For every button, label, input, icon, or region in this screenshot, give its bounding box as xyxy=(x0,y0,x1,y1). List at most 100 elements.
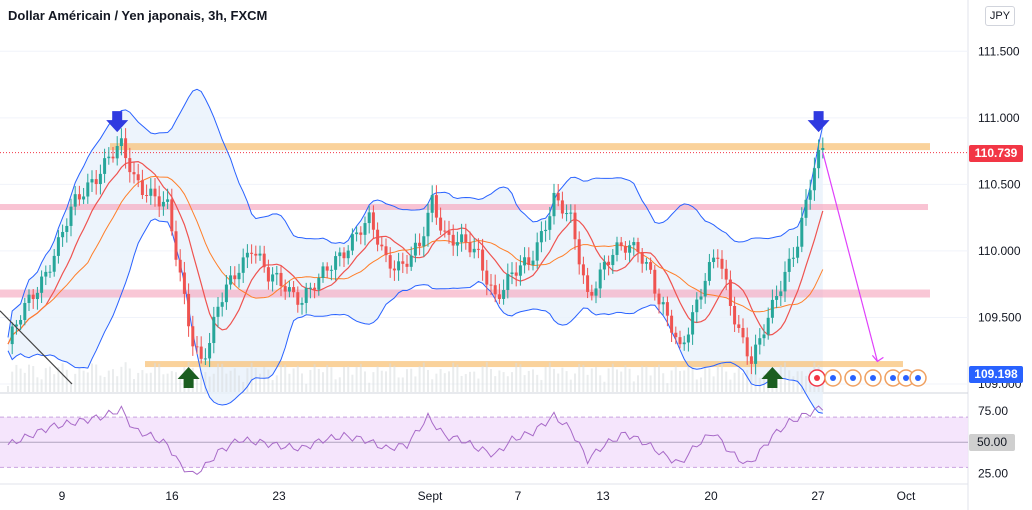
volume-bar xyxy=(250,362,253,392)
volume-bar xyxy=(637,375,639,392)
candle-body xyxy=(565,213,569,215)
currency-button[interactable]: JPY xyxy=(985,6,1015,26)
candle-body xyxy=(796,246,800,258)
candle-body xyxy=(590,291,594,296)
candle-body xyxy=(178,259,182,273)
candle-body xyxy=(661,302,665,305)
lower-mid-zone xyxy=(0,289,930,298)
candle-body xyxy=(14,324,18,327)
volume-bar xyxy=(704,367,707,392)
volume-bar xyxy=(351,374,354,392)
bollinger-upper xyxy=(7,88,824,338)
rsi-midline-tag: 50.00 xyxy=(969,434,1015,452)
candle-body xyxy=(287,287,291,292)
volume-bar xyxy=(632,381,635,392)
trendline xyxy=(0,310,73,385)
candle-body xyxy=(804,199,808,218)
volume-bar xyxy=(280,364,282,392)
volume-bar xyxy=(628,368,631,392)
volume-bar xyxy=(729,379,732,392)
candle-body xyxy=(82,196,86,200)
candle-body xyxy=(31,294,35,300)
candle-body xyxy=(607,261,611,266)
candle-body xyxy=(728,279,732,306)
volume-bar xyxy=(36,377,39,392)
up-arrow-marker xyxy=(177,367,200,389)
candle-body xyxy=(392,268,396,271)
candle-body xyxy=(161,201,165,207)
candle-body xyxy=(77,194,81,200)
volume-bar xyxy=(754,365,757,392)
candle-body xyxy=(716,257,720,259)
volume-bar xyxy=(15,364,18,392)
candle-body xyxy=(497,294,501,299)
time-tick-label: 27 xyxy=(811,489,825,503)
candle-body xyxy=(665,302,669,316)
volume-bar xyxy=(616,369,618,392)
volume-bar xyxy=(494,376,497,392)
volume-bar xyxy=(385,371,387,392)
candle-body xyxy=(371,212,375,230)
candle-body xyxy=(321,266,325,278)
volume-bar xyxy=(590,368,593,392)
candle-body xyxy=(380,244,384,247)
candle-body xyxy=(90,179,94,183)
rsi-line xyxy=(7,405,824,476)
volume-bar xyxy=(666,383,669,392)
volume-bar xyxy=(792,376,795,392)
volume-bar xyxy=(389,363,392,392)
volume-bar xyxy=(477,378,480,392)
volume-bar xyxy=(217,363,219,392)
volume-bar xyxy=(406,369,408,392)
candle-body xyxy=(388,255,392,269)
chart-title: Dollar Américain / Yen japonais, 3h, FXC… xyxy=(8,8,268,23)
volume-bar xyxy=(422,362,425,392)
volume-bar xyxy=(32,366,35,392)
volume-bar xyxy=(658,364,660,392)
volume-bar xyxy=(179,378,182,392)
volume-bar xyxy=(469,371,471,392)
candle-body xyxy=(640,252,644,264)
candle-body xyxy=(493,285,497,295)
candle-body xyxy=(649,262,653,270)
candle-body xyxy=(334,256,338,270)
candle-body xyxy=(296,292,300,305)
volume-bar xyxy=(603,381,606,392)
candle-body xyxy=(94,179,98,185)
volume-bar xyxy=(49,366,51,392)
candle-body xyxy=(787,258,791,272)
candle-body xyxy=(560,200,564,214)
candle-body xyxy=(73,194,77,207)
candle-body xyxy=(699,296,703,300)
candle-body xyxy=(476,248,480,250)
volume-bar xyxy=(431,379,434,392)
candle-body xyxy=(527,257,531,265)
candle-body xyxy=(686,334,690,343)
volume-bar xyxy=(485,362,488,392)
candle-body xyxy=(258,253,262,256)
volume-bar xyxy=(532,369,534,392)
candle-body xyxy=(447,231,451,235)
volume-bar xyxy=(515,362,518,392)
candle-body xyxy=(195,346,199,348)
candle-body xyxy=(19,319,23,325)
economic-event-flag xyxy=(814,375,820,381)
volume-bar xyxy=(65,369,68,392)
candle-body xyxy=(556,192,560,201)
candle-body xyxy=(632,242,636,246)
volume-bar xyxy=(99,375,102,392)
volume-bar xyxy=(246,368,249,392)
volume-bar xyxy=(439,369,442,392)
candle-body xyxy=(460,234,464,243)
resistance-zone xyxy=(110,143,930,151)
volume-bar xyxy=(326,364,329,392)
candle-body xyxy=(602,261,606,270)
candle-body xyxy=(712,257,716,263)
volume-bar xyxy=(607,368,610,392)
volume-bar xyxy=(708,368,711,392)
volume-bar xyxy=(679,370,681,392)
volume-bar xyxy=(288,373,291,392)
candle-body xyxy=(355,232,359,235)
candle-body xyxy=(594,288,598,296)
